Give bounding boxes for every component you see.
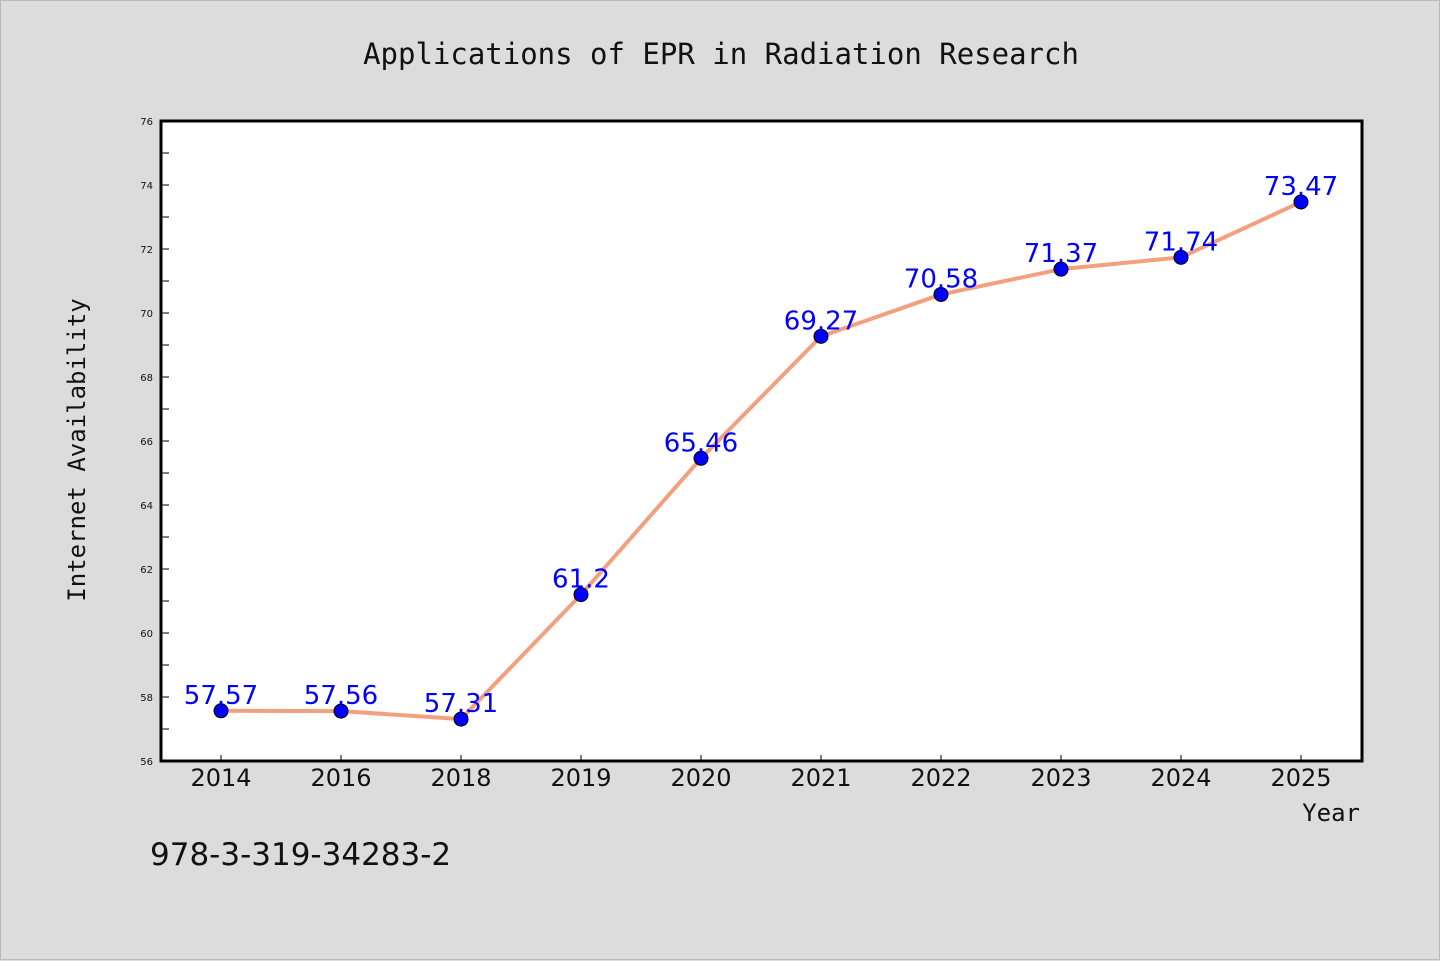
- y-tick-label: 58: [140, 693, 153, 704]
- y-axis-label: Internet Availability: [63, 298, 91, 601]
- x-axis: 2014 2016 2018 2019 2020 2021 2022 2023 2024 2025: [190, 755, 1332, 792]
- data-label: 57.57: [184, 681, 258, 711]
- y-tick-label: 68: [140, 373, 153, 384]
- data-label: 57.56: [304, 681, 378, 711]
- x-axis-label: Year: [1302, 799, 1360, 827]
- y-axis: 56 58 60 62 64 66 68 70 72 74 76: [140, 117, 169, 768]
- plot-area: [159, 119, 1364, 763]
- chart-title: Applications of EPR in Radiation Researc…: [363, 37, 1079, 71]
- y-tick-label: 72: [140, 245, 153, 256]
- data-label: 69.27: [784, 306, 858, 336]
- data-point: [693, 450, 709, 466]
- data-point: [453, 711, 469, 727]
- data-label: 65.46: [664, 428, 738, 458]
- x-tick-label: 2014: [190, 764, 251, 792]
- data-label: 71.74: [1144, 227, 1218, 257]
- y-tick-label: 64: [140, 501, 153, 512]
- x-tick-label: 2021: [790, 764, 851, 792]
- data-label: 73.47: [1264, 172, 1338, 202]
- x-tick-label: 2025: [1270, 764, 1331, 792]
- y-tick-label: 74: [140, 181, 153, 192]
- y-tick-label: 62: [140, 565, 153, 576]
- data-labels: 57.57 57.56 57.31 61.2 65.46 69.27 70.58 71.37 7…: [184, 172, 1338, 719]
- x-tick-label: 2022: [910, 764, 971, 792]
- data-point: [1293, 194, 1309, 210]
- x-tick-label: 2016: [310, 764, 371, 792]
- data-series: [213, 194, 1309, 727]
- data-label: 61.2: [552, 565, 610, 595]
- data-label: 70.58: [904, 264, 978, 294]
- y-tick-label: 60: [140, 629, 153, 640]
- y-tick-label: 76: [140, 117, 153, 128]
- y-tick-label: 56: [140, 757, 153, 768]
- data-point: [1053, 261, 1069, 277]
- x-tick-label: 2019: [550, 764, 611, 792]
- x-tick-label: 2020: [670, 764, 731, 792]
- data-point: [933, 286, 949, 302]
- series-line: [220, 200, 1302, 722]
- data-point: [333, 703, 349, 719]
- data-point: [813, 328, 829, 344]
- y-tick-label: 66: [140, 437, 153, 448]
- data-point: [573, 587, 589, 603]
- x-tick-label: 2018: [430, 764, 491, 792]
- data-point: [1173, 249, 1189, 265]
- y-tick-label: 70: [140, 309, 153, 320]
- x-tick-label: 2023: [1030, 764, 1091, 792]
- data-point: [213, 703, 229, 719]
- x-tick-label: 2024: [1150, 764, 1211, 792]
- data-label: 71.37: [1024, 239, 1098, 269]
- footer-isbn: 978-3-319-34283-2: [150, 837, 451, 873]
- data-label: 57.31: [424, 689, 498, 719]
